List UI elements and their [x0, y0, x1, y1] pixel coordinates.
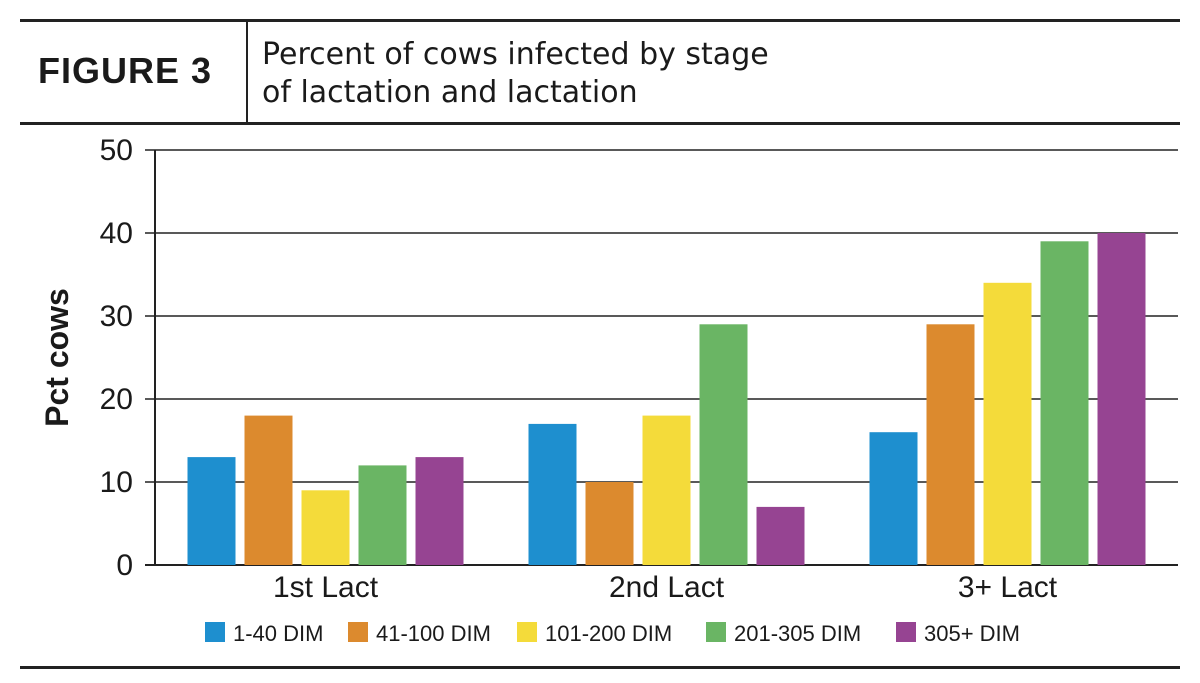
legend-swatch: [706, 622, 726, 642]
bottom-rule: [20, 666, 1180, 669]
y-tick-label: 0: [116, 549, 133, 582]
bar-3-lact-201-305-dim: [1040, 241, 1089, 566]
y-axis-label: Pct cows: [39, 288, 75, 427]
bar-3-lact-1-40-dim: [869, 432, 918, 565]
y-tick-label: 50: [100, 134, 133, 167]
bar-2nd-lact-41-100-dim: [585, 482, 634, 565]
bar-1st-lact-101-200-dim: [301, 490, 350, 565]
bar-2nd-lact-101-200-dim: [642, 415, 691, 565]
bar-1st-lact-1-40-dim: [187, 457, 236, 565]
legend-label: 41-100 DIM: [376, 621, 491, 646]
header-separator: [246, 22, 248, 122]
legend-label: 201-305 DIM: [734, 621, 861, 646]
bar-2nd-lact-305-dim: [756, 506, 805, 565]
bar-1st-lact-41-100-dim: [244, 415, 293, 565]
x-category-label: 2nd Lact: [609, 571, 725, 604]
figure-label: FIGURE 3: [38, 50, 213, 91]
figure-title: Percent of cows infected by stage of lac…: [262, 36, 769, 112]
legend-swatch: [896, 622, 916, 642]
bar-2nd-lact-201-305-dim: [699, 324, 748, 565]
legend-swatch: [348, 622, 368, 642]
bar-1st-lact-305-dim: [415, 457, 464, 565]
y-tick-label: 10: [100, 466, 133, 499]
y-tick-label: 20: [100, 383, 133, 416]
legend-label: 101-200 DIM: [545, 621, 672, 646]
bar-3-lact-305-dim: [1097, 233, 1146, 565]
y-tick-label: 30: [100, 300, 133, 333]
bar-2nd-lact-1-40-dim: [528, 423, 577, 565]
header-bottom-rule: [20, 122, 1180, 125]
legend-label: 305+ DIM: [924, 621, 1020, 646]
legend-swatch: [205, 622, 225, 642]
x-category-label: 1st Lact: [273, 571, 379, 604]
x-category-label: 3+ Lact: [958, 571, 1058, 604]
bar-3-lact-41-100-dim: [926, 324, 975, 565]
top-rule: [20, 19, 1180, 22]
legend-swatch: [517, 622, 537, 642]
bar-3-lact-101-200-dim: [983, 282, 1032, 565]
figure-title-line-1: Percent of cows infected by stage: [262, 37, 769, 72]
legend-label: 1-40 DIM: [233, 621, 323, 646]
bar-1st-lact-201-305-dim: [358, 465, 407, 565]
y-tick-label: 40: [100, 217, 133, 250]
figure-title-line-2: of lactation and lactation: [262, 75, 638, 110]
